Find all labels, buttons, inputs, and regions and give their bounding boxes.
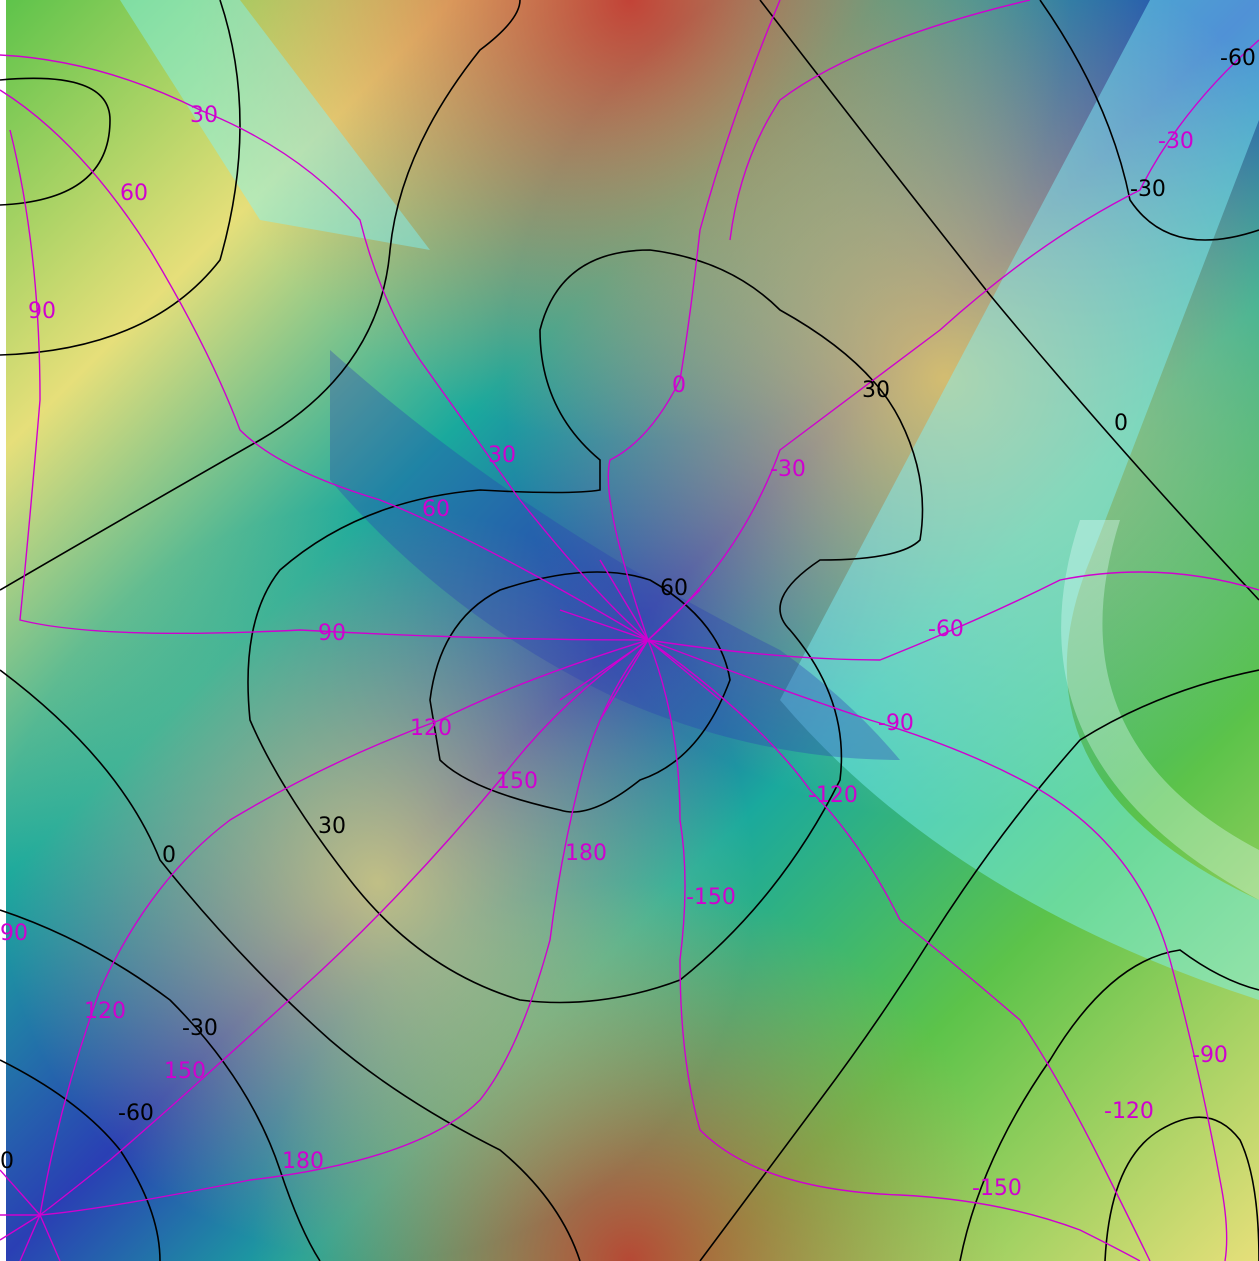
magenta-contour-label: -90 [878,711,914,736]
magenta-contour-label: 90 [318,621,346,646]
magenta-contour-label: 60 [422,497,450,522]
magenta-contour-label: -120 [1104,1099,1154,1124]
magenta-contour-label: 30 [190,103,218,128]
magenta-label-group: 30 60 90 -30 0 30 -30 60 90 -60 -90 120 … [0,103,1228,1201]
magenta-contour-label: 120 [410,716,452,741]
terrain-white-edge [1061,520,1259,900]
magenta-contour-label: 120 [84,999,126,1024]
black-contour-label: -30 [182,1016,218,1041]
black-contour-label: -60 [118,1101,154,1126]
black-contour-label: 30 [862,378,890,403]
magenta-contour-label: -30 [1158,129,1194,154]
black-label-group: -60 -30 30 0 60 30 0 -30 -60 [118,46,1256,1126]
terrain-cyan-ridge-left [120,0,430,250]
terrain-cyan-ridge-right [780,0,1259,1000]
magenta-contour-label: -90 [1192,1043,1228,1068]
black-contour-label: 60 [660,576,688,601]
magenta-contour-label: -30 [770,457,806,482]
magenta-contour-label: 150 [164,1059,206,1084]
magenta-contour-label: 90 [0,921,28,946]
magenta-contour-label: 30 [488,443,516,468]
black-contour-label: 0 [0,1149,14,1174]
black-contour-label: -30 [1130,177,1166,202]
magenta-contour-label: 0 [672,373,686,398]
black-contour-label: -60 [1220,46,1256,71]
magenta-contour-label: -150 [972,1176,1022,1201]
magenta-contour-label: -150 [686,885,736,910]
left-margin [0,0,6,1261]
black-contour-label: 30 [318,814,346,839]
magenta-contour-label: 180 [282,1149,324,1174]
magenta-contour-label: 60 [120,181,148,206]
magenta-contour-label: 150 [496,769,538,794]
terrain-blue-trough [330,350,900,760]
magenta-contour-label: 90 [28,299,56,324]
black-contour-label: 0 [162,843,176,868]
magenta-contour-label: -120 [808,783,858,808]
magenta-contour-label: 180 [565,841,607,866]
magenta-contour-label: -60 [928,617,964,642]
black-contour-label: 0 [1114,411,1128,436]
